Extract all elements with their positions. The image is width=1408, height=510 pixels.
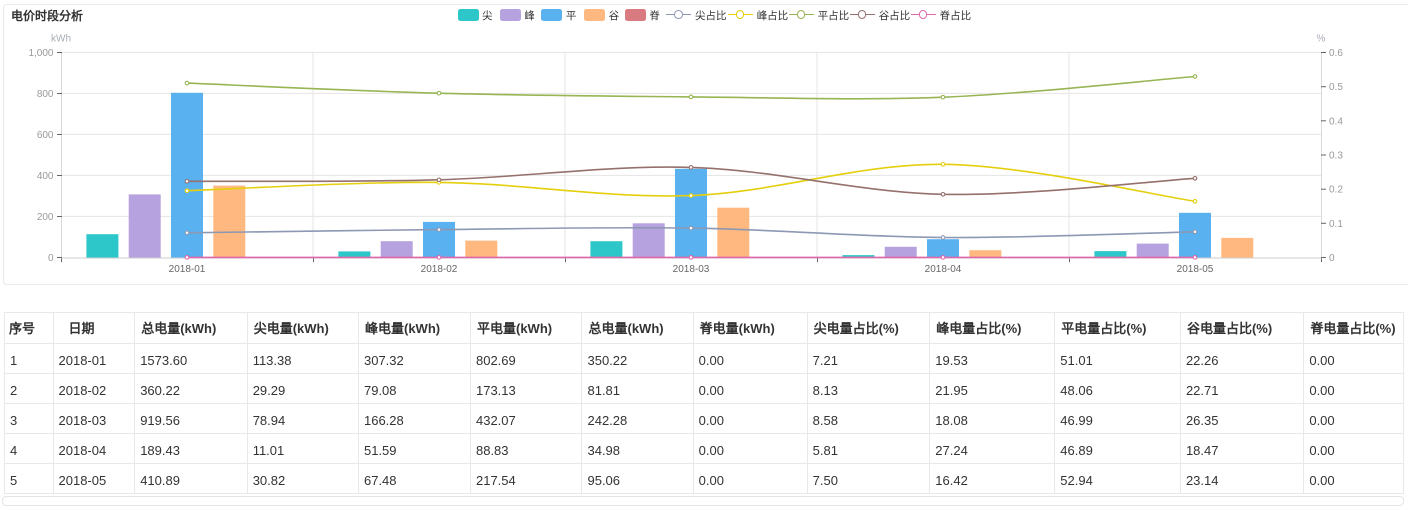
- svg-text:0.1: 0.1: [1329, 219, 1343, 230]
- svg-text:0.3: 0.3: [1329, 151, 1343, 162]
- svg-text:600: 600: [37, 130, 54, 141]
- svg-text:2018-02: 2018-02: [421, 264, 458, 275]
- svg-text:2018-03: 2018-03: [673, 264, 710, 275]
- svg-text:0.2: 0.2: [1329, 185, 1343, 196]
- svg-text:0.4: 0.4: [1329, 116, 1343, 127]
- svg-text:%: %: [1317, 34, 1326, 45]
- svg-text:1,000: 1,000: [28, 48, 53, 59]
- svg-text:800: 800: [37, 89, 54, 100]
- svg-text:0.6: 0.6: [1329, 48, 1343, 59]
- svg-text:0: 0: [48, 253, 54, 264]
- svg-text:2018-05: 2018-05: [1177, 264, 1214, 275]
- svg-text:2018-01: 2018-01: [169, 264, 206, 275]
- svg-text:200: 200: [37, 212, 54, 223]
- svg-text:2018-04: 2018-04: [925, 264, 962, 275]
- svg-text:kWh: kWh: [51, 34, 71, 45]
- svg-text:400: 400: [37, 171, 54, 182]
- svg-text:0.5: 0.5: [1329, 82, 1343, 93]
- svg-text:0: 0: [1329, 253, 1335, 264]
